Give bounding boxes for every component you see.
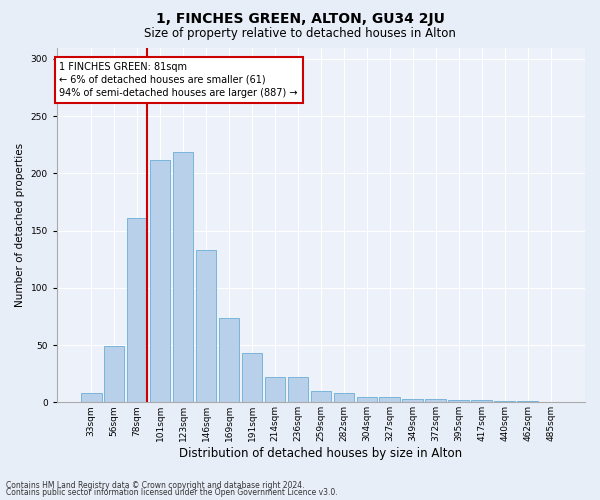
Bar	[334, 393, 354, 402]
Bar	[494, 401, 515, 402]
Bar	[196, 250, 217, 402]
Bar	[448, 400, 469, 402]
Bar	[379, 396, 400, 402]
Bar	[403, 399, 423, 402]
Y-axis label: Number of detached properties: Number of detached properties	[15, 143, 25, 307]
Bar	[311, 391, 331, 402]
Bar	[81, 393, 101, 402]
Bar	[218, 318, 239, 402]
Bar	[265, 377, 286, 402]
Bar	[287, 377, 308, 402]
Bar	[425, 399, 446, 402]
Bar	[173, 152, 193, 402]
Bar	[104, 346, 124, 403]
Bar	[356, 396, 377, 402]
Bar	[127, 218, 148, 402]
Text: 1 FINCHES GREEN: 81sqm
← 6% of detached houses are smaller (61)
94% of semi-deta: 1 FINCHES GREEN: 81sqm ← 6% of detached …	[59, 62, 298, 98]
Text: Contains public sector information licensed under the Open Government Licence v3: Contains public sector information licen…	[6, 488, 338, 497]
X-axis label: Distribution of detached houses by size in Alton: Distribution of detached houses by size …	[179, 447, 463, 460]
Bar	[517, 401, 538, 402]
Text: 1, FINCHES GREEN, ALTON, GU34 2JU: 1, FINCHES GREEN, ALTON, GU34 2JU	[155, 12, 445, 26]
Bar	[150, 160, 170, 402]
Text: Size of property relative to detached houses in Alton: Size of property relative to detached ho…	[144, 28, 456, 40]
Text: Contains HM Land Registry data © Crown copyright and database right 2024.: Contains HM Land Registry data © Crown c…	[6, 480, 305, 490]
Bar	[472, 400, 492, 402]
Bar	[242, 353, 262, 403]
